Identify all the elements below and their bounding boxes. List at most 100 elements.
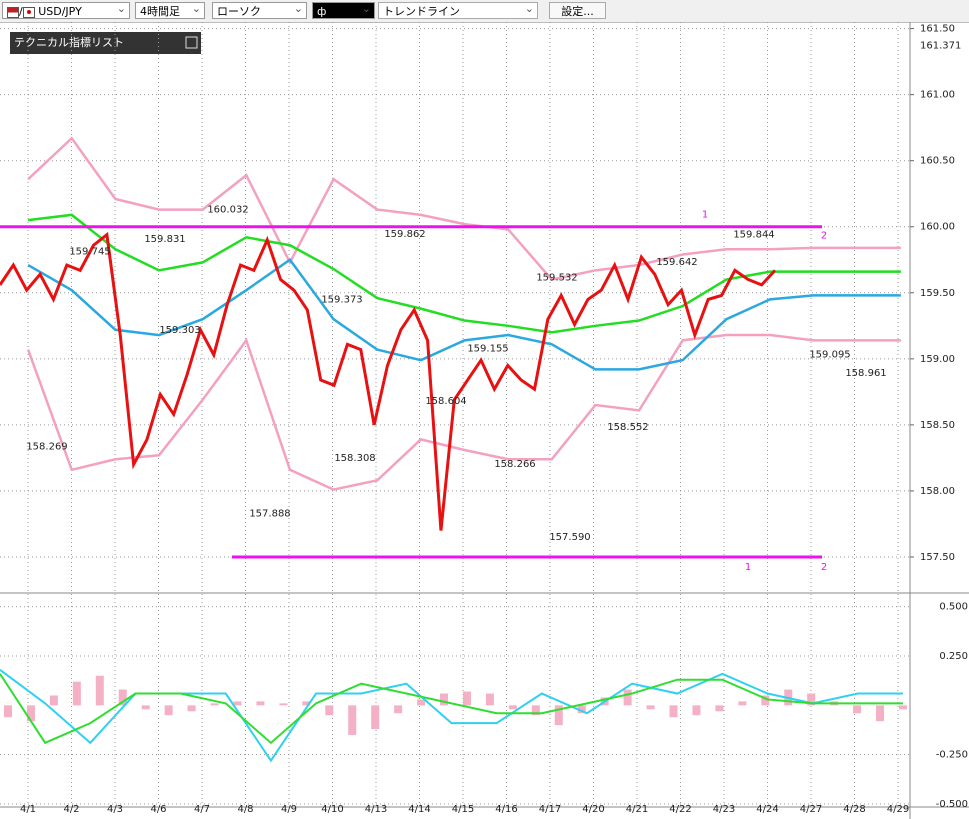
- histogram-bar: [210, 703, 219, 706]
- x-tick-label: 4/15: [452, 804, 474, 815]
- histogram-bar: [256, 701, 265, 706]
- histogram-bar: [623, 689, 632, 706]
- indicator-line: [27, 136, 901, 281]
- x-tick-label: 4/8: [237, 804, 253, 815]
- histogram-bar: [49, 695, 58, 706]
- price-annotation: 157.888: [249, 509, 290, 520]
- x-tick-label: 4/16: [495, 804, 517, 815]
- histogram-bar: [876, 705, 885, 722]
- histogram-bar: [141, 705, 150, 710]
- price-annotation: 159.095: [809, 349, 850, 360]
- price-annotation: 158.269: [26, 441, 67, 452]
- histogram-bar: [279, 703, 288, 706]
- x-tick-label: 4/3: [107, 804, 123, 815]
- histogram-bar: [485, 693, 494, 706]
- y-tick-label: 158.50: [920, 420, 955, 431]
- x-tick-label: 4/10: [321, 804, 343, 815]
- histogram-bar: [646, 705, 655, 710]
- x-tick-label: 4/27: [800, 804, 822, 815]
- price-annotation: 159.532: [536, 273, 577, 284]
- price-annotation: 158.266: [494, 459, 535, 470]
- y-tick-label: -0.500: [936, 799, 968, 810]
- indicator-line: [27, 213, 901, 334]
- histogram-bar: [4, 705, 12, 718]
- price-annotation: 157.590: [549, 532, 590, 543]
- chart: テクニカル指標リスト 4/1 4/2 4/3 4/6 4/7 4/8 4/9 4/10 4/13…: [0, 22, 969, 819]
- price-annotation: 159.155: [467, 343, 508, 354]
- timeframe-select[interactable]: 4時間足: [135, 0, 205, 19]
- price-annotation: 160.032: [207, 205, 248, 216]
- histogram-bar: [692, 705, 701, 716]
- indicator-list-box[interactable]: [10, 32, 201, 54]
- price-annotation: 158.961: [845, 368, 886, 379]
- price-annotation: 159.642: [656, 257, 697, 268]
- y-tick-label: 159.00: [920, 354, 955, 365]
- chart-style-select[interactable]: ローソク: [212, 0, 307, 19]
- y-tick-label: 160.00: [920, 222, 955, 233]
- y-tick-label: 161.50: [920, 24, 955, 35]
- x-tick-label: 4/2: [63, 804, 79, 815]
- y-tick-label: 157.50: [920, 552, 955, 563]
- histogram-bar: [440, 693, 449, 706]
- y-tick-label: 159.50: [920, 288, 955, 299]
- x-tick-label: 4/14: [408, 804, 430, 815]
- x-tick-label: 4/7: [194, 804, 210, 815]
- x-tick-label: 4/28: [843, 804, 865, 815]
- x-tick-label: 4/17: [539, 804, 561, 815]
- histogram-bar: [95, 675, 104, 706]
- histogram-bar: [715, 705, 724, 712]
- lagging-span: [0, 231, 777, 531]
- price-annotation: 159.745: [69, 246, 110, 257]
- histogram-bar: [26, 705, 35, 722]
- trendline-label: 2: [821, 562, 827, 573]
- y-tick-label: 158.00: [920, 486, 955, 497]
- indicator-line: [27, 258, 901, 371]
- histogram-bar: [118, 689, 127, 706]
- x-tick-label: 4/24: [756, 804, 778, 815]
- tool-icon-select[interactable]: ф: [312, 0, 375, 19]
- tool: トレンドライン: [383, 5, 460, 18]
- trendline-label: 2: [821, 231, 827, 242]
- timeframe: 4時間足: [140, 5, 180, 18]
- histogram-bar: [669, 705, 678, 718]
- histogram-bar: [302, 701, 311, 706]
- trendline-label: 1: [745, 562, 751, 573]
- x-tick-label: 4/22: [669, 804, 691, 815]
- x-tick-label: 4/20: [582, 804, 604, 815]
- histogram-bar: [531, 705, 540, 716]
- price-annotation: 159.303: [159, 325, 200, 336]
- histogram-bar: [807, 693, 816, 706]
- x-tick-label: 4/21: [626, 804, 648, 815]
- flag-icon: [7, 6, 19, 18]
- x-tick-label: 4/9: [281, 804, 297, 815]
- histogram-bar: [233, 701, 242, 706]
- price-label: 161.371: [920, 41, 961, 52]
- tool-select[interactable]: トレンドライン: [378, 0, 538, 19]
- symbol: USD/JPY: [38, 5, 82, 18]
- histogram-bar: [853, 705, 862, 714]
- histogram-bar: [187, 705, 196, 712]
- collapse-icon[interactable]: [185, 36, 198, 49]
- x-tick-label: 4/1: [20, 804, 36, 815]
- histogram-bar: [554, 705, 563, 726]
- symbol-select[interactable]: / USD/JPY: [2, 0, 130, 19]
- histogram-bar: [462, 691, 471, 706]
- histogram-bar: [417, 699, 426, 706]
- flag-icon: [22, 6, 35, 18]
- histogram-bar: [325, 705, 334, 716]
- indicator-line: [26, 333, 901, 491]
- settings-button[interactable]: 設定...: [549, 2, 606, 19]
- trendline-label: 1: [702, 210, 708, 221]
- price-annotation: 158.552: [607, 422, 648, 433]
- histogram-bar: [348, 705, 357, 735]
- histogram-bar: [738, 701, 747, 706]
- histogram-bar: [508, 705, 517, 710]
- histogram-bar: [371, 705, 380, 730]
- price-annotation: 159.831: [144, 234, 185, 245]
- toolbar: / USD/JPY 4時間足 ローソク ф トレンドライン 設定...: [0, 0, 969, 23]
- price-annotation: 159.844: [733, 229, 774, 240]
- histogram-bar: [394, 705, 403, 714]
- price-annotation: 158.308: [334, 453, 375, 464]
- y-tick-label: 0.250: [939, 651, 968, 662]
